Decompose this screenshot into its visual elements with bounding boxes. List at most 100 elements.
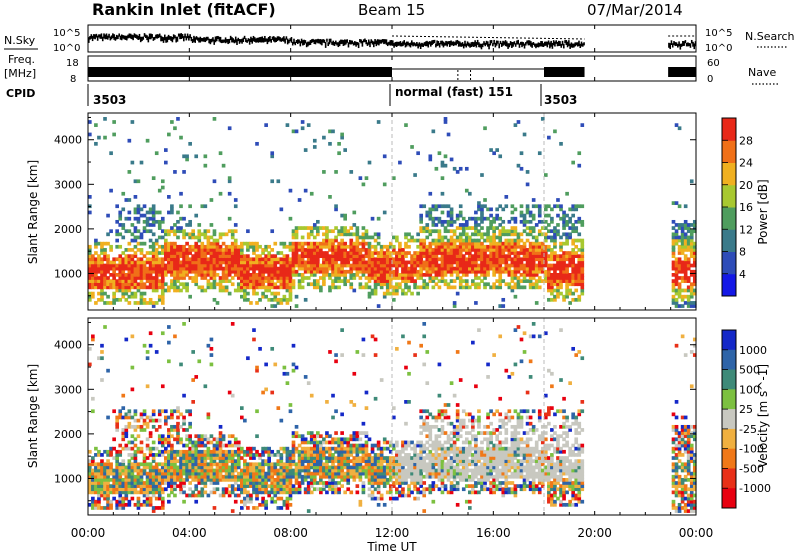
- echo-cell: [322, 474, 326, 479]
- noise-sample: [400, 42, 403, 47]
- echo-cell: [97, 263, 101, 268]
- echo-cell: [531, 198, 536, 202]
- noise-sample: [157, 34, 160, 39]
- echo-cell: [148, 282, 153, 287]
- echo-cell: [115, 263, 119, 268]
- echo-cell: [343, 471, 347, 476]
- echo-cell: [127, 415, 132, 420]
- echo-cell: [489, 207, 493, 212]
- echo-cell: [574, 251, 579, 255]
- echo-cell: [282, 471, 287, 476]
- echo-cell: [398, 241, 402, 246]
- echo-cell: [206, 471, 211, 476]
- echo-cell: [179, 453, 183, 457]
- echo-cell: [194, 484, 199, 488]
- echo-cell: [559, 276, 563, 280]
- echo-cell: [182, 266, 186, 271]
- echo-cell: [492, 219, 496, 224]
- echo-cell: [504, 195, 509, 199]
- echo-cell: [416, 254, 420, 259]
- echo-cell: [127, 210, 132, 215]
- echo-cell: [556, 213, 560, 218]
- echo-cell: [133, 443, 138, 448]
- echo-cell: [683, 269, 688, 274]
- echo-cell: [206, 449, 211, 454]
- echo-cell: [100, 251, 104, 255]
- echo-cell: [185, 288, 189, 293]
- echo-cell: [151, 453, 156, 457]
- echo-cell: [431, 257, 436, 262]
- noise-sample: [288, 39, 290, 44]
- echo-cell: [170, 453, 174, 457]
- echo-cell: [103, 285, 107, 290]
- echo-cell: [97, 462, 101, 467]
- echo-cell: [297, 471, 302, 476]
- echo-cell: [580, 248, 585, 252]
- echo-cell: [458, 204, 463, 209]
- echo-cell: [285, 285, 290, 290]
- echo-cell: [288, 273, 293, 277]
- echo-cell: [170, 446, 174, 451]
- echo-cell: [100, 378, 104, 382]
- echo-cell: [367, 266, 372, 271]
- noise-sample: [541, 41, 544, 47]
- echo-cell: [425, 226, 430, 230]
- noise-sample: [138, 33, 141, 40]
- echo-cell: [230, 263, 235, 268]
- echo-cell: [267, 260, 271, 265]
- echo-cell: [358, 248, 363, 252]
- noise-sample: [559, 41, 561, 46]
- echo-cell: [331, 269, 335, 274]
- echo-cell: [103, 471, 107, 476]
- echo-cell: [522, 216, 527, 221]
- echo-cell: [446, 285, 451, 290]
- echo-cell: [288, 241, 293, 246]
- echo-cell: [109, 282, 113, 287]
- echo-cell: [121, 484, 126, 488]
- echo-cell: [288, 244, 293, 249]
- echo-cell: [121, 266, 126, 271]
- echo-cell: [303, 465, 308, 470]
- echo-cell: [179, 478, 183, 482]
- echo-cell: [291, 471, 296, 476]
- echo-cell: [455, 244, 460, 249]
- echo-cell: [312, 251, 317, 255]
- echo-cell: [440, 279, 445, 283]
- echo-cell: [227, 273, 232, 277]
- echo-cell: [373, 251, 378, 255]
- echo-cell: [121, 459, 126, 464]
- echo-cell: [398, 276, 402, 280]
- echo-cell: [355, 244, 360, 249]
- echo-cell: [373, 282, 378, 287]
- echo-cell: [276, 266, 281, 271]
- echo-cell: [297, 248, 302, 252]
- echo-cell: [565, 273, 569, 277]
- echo-cell: [692, 251, 697, 255]
- echo-cell: [547, 285, 551, 290]
- echo-cell: [312, 138, 317, 143]
- echo-cell: [139, 266, 144, 271]
- echo-cell: [261, 273, 265, 277]
- echo-cell: [252, 471, 256, 476]
- echo-cell: [416, 263, 420, 268]
- echo-cell: [316, 232, 320, 237]
- noise-sample: [436, 40, 438, 47]
- echo-cell: [154, 468, 159, 473]
- echo-cell: [474, 273, 478, 277]
- echo-cell: [686, 279, 691, 283]
- echo-cell: [577, 276, 582, 280]
- echo-cell: [170, 257, 174, 262]
- echo-cell: [382, 263, 387, 268]
- echo-cell: [501, 226, 506, 230]
- echo-cell: [689, 254, 694, 259]
- echo-cell: [553, 288, 557, 293]
- echo-cell: [282, 481, 287, 485]
- echo-cell: [419, 266, 423, 271]
- echo-cell: [291, 263, 296, 268]
- echo-cell: [419, 219, 423, 224]
- echo-cell: [185, 154, 189, 159]
- echo-cell: [148, 279, 153, 283]
- noise-sample: [131, 34, 133, 40]
- echo-cell: [319, 446, 323, 451]
- echo-cell: [136, 481, 141, 485]
